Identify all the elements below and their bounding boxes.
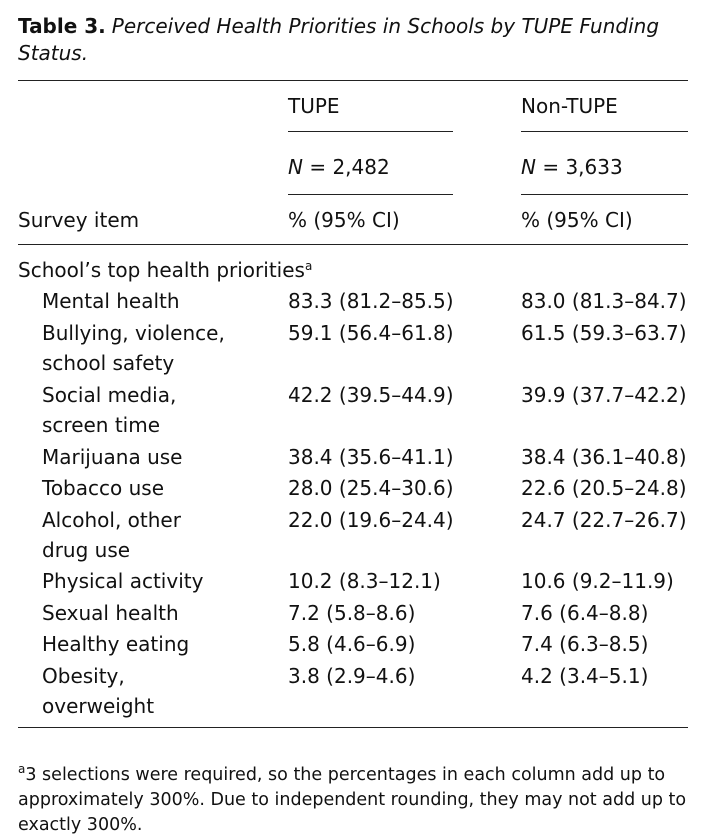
footnote-marker: a <box>304 259 313 273</box>
survey-item-label: Marijuana use <box>42 445 183 469</box>
table-caption: Table 3. Perceived Health Priorities in S… <box>18 13 678 67</box>
n-symbol: N <box>521 155 536 179</box>
nontupe-value: 10.6 (9.2–11.9) <box>521 569 674 593</box>
nontupe-value: 61.5 (59.3–63.7) <box>521 321 687 345</box>
tupe-value: 22.0 (19.6–24.4) <box>288 508 454 532</box>
n-rule-tupe <box>288 194 453 195</box>
tupe-value: 59.1 (56.4–61.8) <box>288 321 454 345</box>
col-header-nontupe-ci: % (95% CI) <box>521 208 633 232</box>
table-label: Table 3. <box>18 14 106 38</box>
nontupe-value: 38.4 (36.1–40.8) <box>521 445 687 469</box>
survey-item-label: Tobacco use <box>42 476 164 500</box>
survey-item-label: Physical activity <box>42 569 204 593</box>
n-value: = 3,633 <box>542 155 623 179</box>
survey-item-label: Sexual health <box>42 601 179 625</box>
survey-item-label: Healthy eating <box>42 632 190 656</box>
n-value: = 2,482 <box>309 155 390 179</box>
tupe-value: 28.0 (25.4–30.6) <box>288 476 454 500</box>
header-rule <box>18 244 688 245</box>
tupe-value: 38.4 (35.6–41.1) <box>288 445 454 469</box>
nontupe-value: 7.4 (6.3–8.5) <box>521 632 649 656</box>
nontupe-value: 39.9 (37.7–42.2) <box>521 383 687 407</box>
tupe-value: 5.8 (4.6–6.9) <box>288 632 416 656</box>
nontupe-value: 83.0 (81.3–84.7) <box>521 289 687 313</box>
survey-item-label: drug use <box>42 538 131 562</box>
footnote-text: 3 selections were required, so the perce… <box>18 765 687 835</box>
nontupe-value: 22.6 (20.5–24.8) <box>521 476 687 500</box>
survey-item-label: school safety <box>42 351 175 375</box>
tupe-value: 3.8 (2.9–4.6) <box>288 664 416 688</box>
survey-item-label: Social media, <box>42 383 177 407</box>
survey-item-label: Alcohol, other <box>42 508 181 532</box>
group-rule-tupe <box>288 131 453 132</box>
nontupe-value: 4.2 (3.4–5.1) <box>521 664 649 688</box>
survey-item-label: Bullying, violence, <box>42 321 225 345</box>
group-rule-nontupe <box>521 131 688 132</box>
tupe-value: 42.2 (39.5–44.9) <box>288 383 454 407</box>
survey-item-label: Obesity, <box>42 664 125 688</box>
top-rule <box>18 80 688 81</box>
group-header-tupe: TUPE <box>288 94 340 118</box>
nontupe-value: 24.7 (22.7–26.7) <box>521 508 687 532</box>
group-header-nontupe: Non-TUPE <box>521 94 618 118</box>
survey-item-label: overweight <box>42 694 155 718</box>
tupe-value: 10.2 (8.3–12.1) <box>288 569 441 593</box>
col-header-tupe-ci: % (95% CI) <box>288 208 400 232</box>
section-title-text: School’s top health priorities <box>18 258 305 282</box>
footnote-mark: a <box>18 762 26 776</box>
bottom-rule <box>18 727 688 728</box>
col-header-item: Survey item <box>18 208 140 232</box>
tupe-value: 7.2 (5.8–8.6) <box>288 601 416 625</box>
nontupe-value: 7.6 (6.4–8.8) <box>521 601 649 625</box>
n-rule-nontupe <box>521 194 688 195</box>
sample-size-nontupe: N = 3,633 <box>521 152 623 182</box>
n-symbol: N <box>288 155 303 179</box>
sample-size-tupe: N = 2,482 <box>288 152 390 182</box>
table-title: Perceived Health Priorities in Schools b… <box>18 14 660 65</box>
survey-item-label: screen time <box>42 413 161 437</box>
section-title: School’s top health prioritiesa <box>18 255 312 285</box>
table-footnote: a3 selections were required, so the perc… <box>18 763 690 838</box>
survey-item-label: Mental health <box>42 289 180 313</box>
tupe-value: 83.3 (81.2–85.5) <box>288 289 454 313</box>
